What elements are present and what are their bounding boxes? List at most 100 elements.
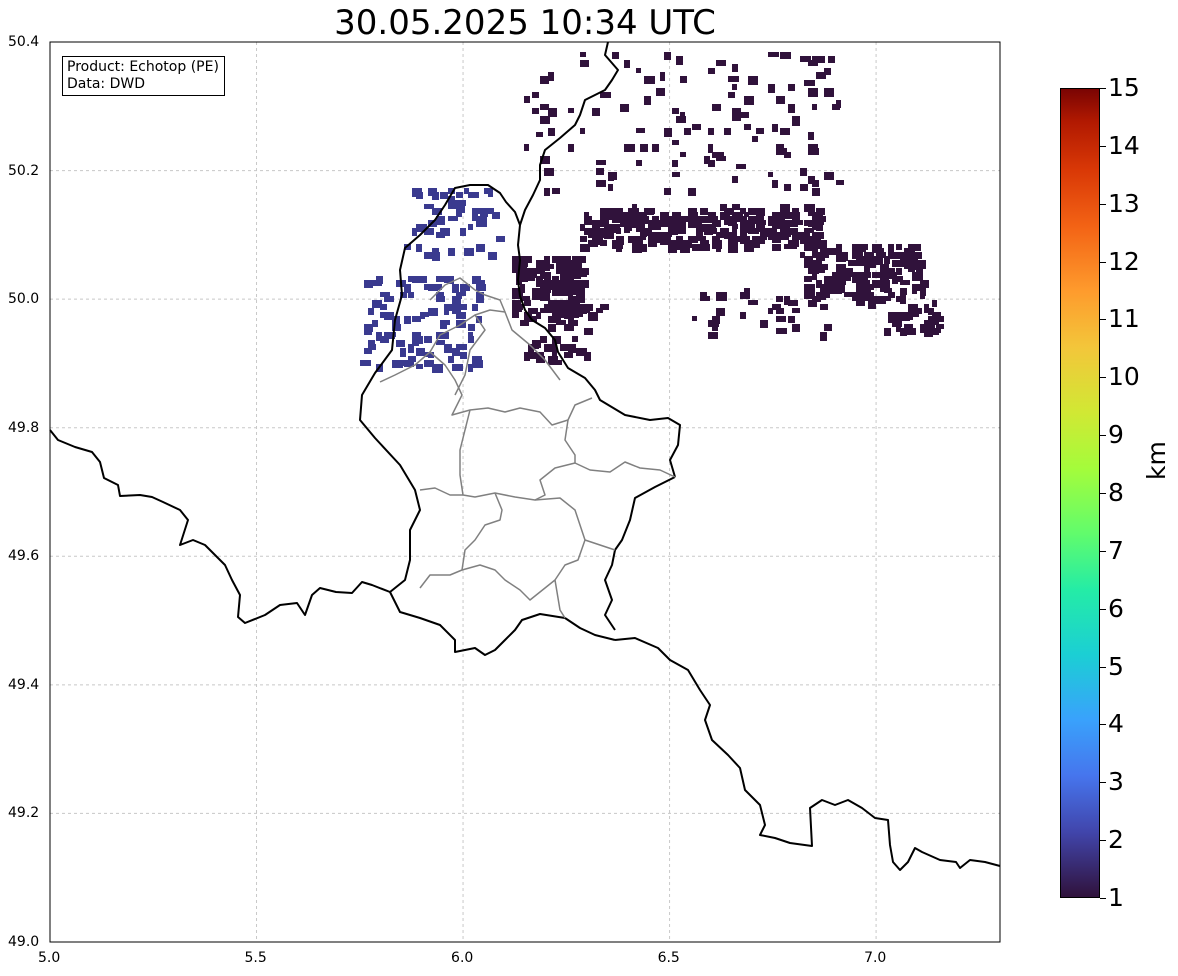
- echo-cell: [760, 236, 765, 244]
- echo-cell: [452, 364, 463, 371]
- echo-cell: [712, 316, 720, 324]
- echo-cell: [564, 272, 573, 280]
- echo-cell: [912, 308, 922, 314]
- echo-cell: [824, 324, 832, 331]
- echo-cell: [540, 272, 545, 277]
- echo-cell: [816, 280, 822, 288]
- echo-cell: [460, 352, 467, 359]
- echo-cell: [584, 328, 593, 335]
- echo-cell: [572, 304, 578, 311]
- echo-cell: [560, 300, 567, 306]
- echo-cell: [776, 96, 785, 104]
- echo-cell: [860, 292, 870, 300]
- colorbar-tick: [1100, 261, 1106, 263]
- echo-cell: [476, 244, 482, 251]
- echo-cell: [716, 308, 725, 316]
- echo-cell: [360, 360, 371, 366]
- echo-cell: [524, 268, 532, 275]
- echo-cell: [540, 292, 545, 298]
- product-label: Product: Echotop (PE): [67, 59, 219, 75]
- echo-cell: [776, 296, 783, 302]
- echo-cell: [544, 168, 554, 176]
- echo-cell: [584, 216, 592, 225]
- echo-cell: [704, 156, 710, 164]
- echo-cell: [776, 224, 782, 229]
- echo-cell: [856, 300, 865, 306]
- echo-cell: [596, 160, 606, 165]
- echo-cell: [496, 236, 505, 242]
- echo-cell: [692, 316, 697, 321]
- echo-cell: [756, 224, 765, 232]
- echo-cell: [512, 304, 522, 312]
- echo-cell: [608, 208, 613, 215]
- echo-cell: [364, 280, 373, 288]
- echo-cell: [732, 224, 738, 229]
- echo-cell: [556, 288, 564, 293]
- echo-cell: [520, 260, 528, 267]
- echo-cell: [652, 144, 659, 152]
- echo-cell: [580, 244, 590, 252]
- echo-cell: [836, 100, 841, 108]
- echo-cell: [776, 308, 784, 314]
- colorbar-tick-label: 1: [1108, 883, 1124, 912]
- echo-cell: [368, 344, 376, 350]
- echo-cell: [880, 264, 889, 272]
- echo-cell: [444, 304, 454, 311]
- echo-cell: [808, 300, 817, 307]
- echo-cell: [676, 56, 683, 65]
- echo-cell: [788, 84, 795, 91]
- echo-cell: [732, 108, 741, 116]
- echo-cell: [804, 228, 814, 233]
- echo-cell: [548, 264, 554, 269]
- echo-cell: [620, 212, 627, 221]
- echo-cell: [668, 240, 677, 248]
- echo-cell: [468, 332, 473, 337]
- echo-cell: [920, 280, 929, 288]
- echo-cell: [800, 252, 805, 258]
- echo-cell: [864, 252, 874, 261]
- echo-cell: [476, 360, 483, 368]
- echo-cell: [760, 320, 768, 328]
- echo-cell: [576, 272, 587, 277]
- echo-cell: [800, 236, 809, 244]
- echo-cell: [888, 244, 893, 250]
- echo-cell: [440, 332, 449, 339]
- echo-cell: [568, 144, 574, 152]
- echo-cell: [708, 68, 715, 74]
- echo-cell: [928, 324, 935, 332]
- echo-cell: [836, 264, 846, 271]
- echo-cell: [424, 204, 434, 209]
- echo-cell: [864, 272, 871, 278]
- echo-cell: [700, 216, 706, 223]
- echo-cell: [476, 316, 482, 323]
- echo-cell: [784, 184, 791, 191]
- echo-cell: [788, 104, 795, 113]
- echo-cell: [700, 244, 710, 251]
- echo-cell: [856, 288, 866, 295]
- echo-cell: [396, 340, 405, 347]
- echo-cell: [476, 296, 484, 303]
- echo-cell: [672, 108, 679, 114]
- echo-cell: [792, 228, 798, 235]
- echo-cell: [864, 288, 871, 294]
- echo-cell: [732, 112, 741, 121]
- echo-cell: [700, 208, 705, 215]
- echo-cell: [540, 156, 550, 164]
- echo-cell: [380, 312, 389, 318]
- echo-cell: [576, 288, 585, 296]
- echo-cell: [436, 276, 447, 282]
- echo-cell: [548, 280, 556, 286]
- echo-cell: [612, 240, 623, 249]
- echo-cell: [724, 208, 734, 215]
- echo-cell: [712, 216, 718, 224]
- colorbar-tick: [1100, 840, 1106, 842]
- echo-cell: [748, 300, 758, 305]
- echo-cell: [472, 192, 479, 198]
- echo-cell: [788, 240, 797, 249]
- echo-cell: [624, 60, 630, 68]
- echo-cell: [676, 244, 683, 250]
- echo-cell: [468, 336, 474, 343]
- echo-cell: [732, 84, 737, 90]
- echo-cell: [632, 216, 639, 223]
- echo-cell: [532, 288, 541, 294]
